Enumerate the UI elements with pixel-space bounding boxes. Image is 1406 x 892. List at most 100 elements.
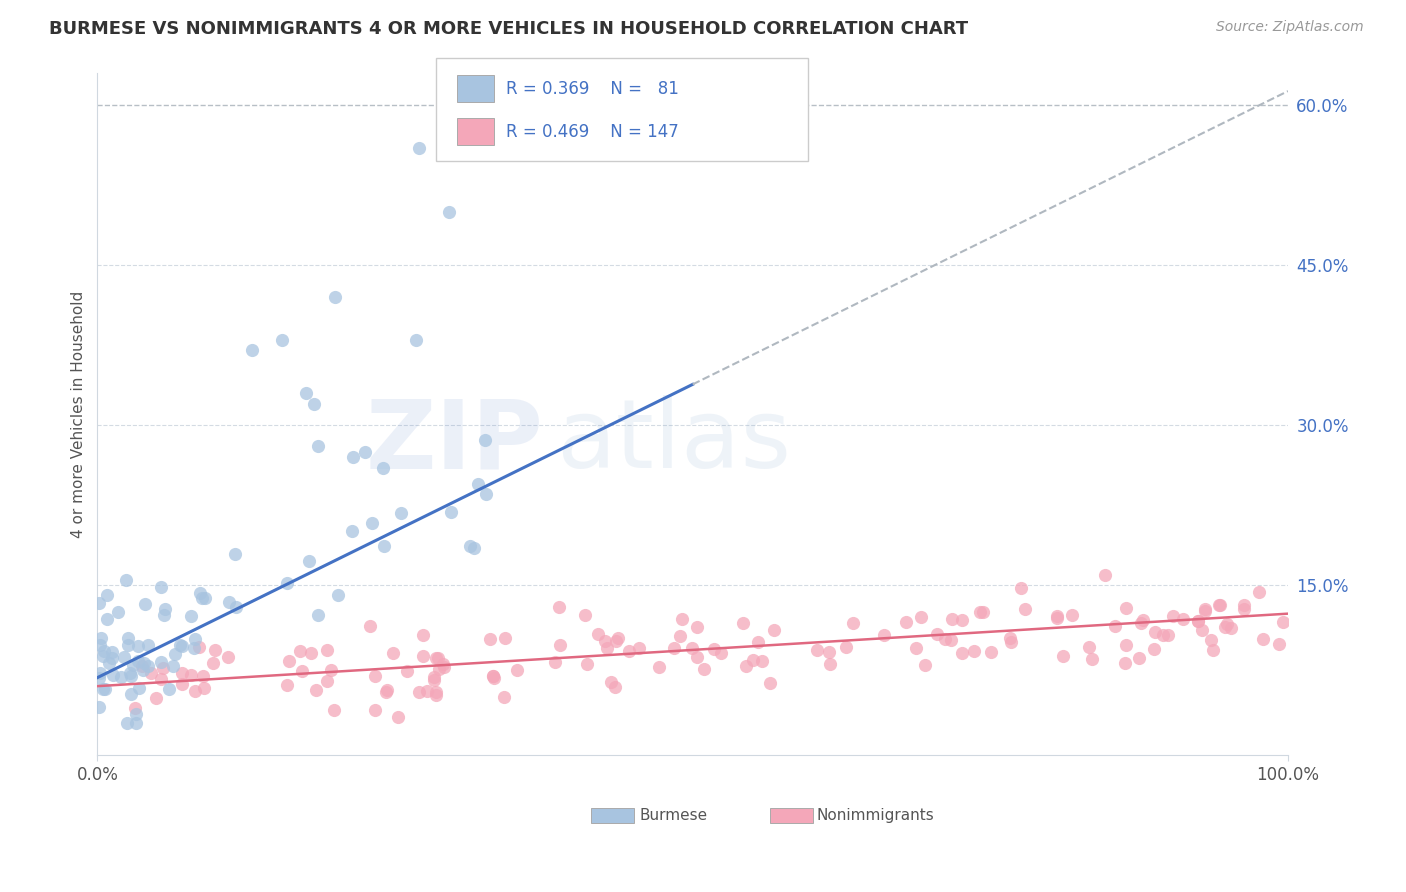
- Point: [681, 640, 703, 655]
- Point: [114, 573, 136, 587]
- Point: [150, 581, 173, 595]
- Point: [112, 649, 135, 664]
- Point: [373, 539, 395, 553]
- Point: [575, 657, 598, 672]
- Point: [910, 610, 932, 624]
- Point: [326, 588, 349, 602]
- Point: [125, 716, 148, 731]
- Point: [132, 657, 155, 671]
- Point: [1062, 607, 1084, 622]
- Point: [127, 639, 149, 653]
- Point: [1152, 628, 1174, 642]
- Point: [818, 657, 841, 671]
- Point: [323, 703, 346, 717]
- Point: [432, 657, 454, 671]
- Point: [184, 684, 207, 698]
- Point: [458, 539, 481, 553]
- Text: Burmese: Burmese: [640, 808, 707, 823]
- Point: [478, 632, 501, 646]
- Point: [110, 669, 132, 683]
- Point: [117, 632, 139, 646]
- Point: [183, 640, 205, 655]
- Point: [180, 609, 202, 624]
- Point: [475, 487, 498, 501]
- Point: [191, 668, 214, 682]
- Point: [735, 659, 758, 673]
- Point: [1052, 648, 1074, 663]
- Point: [474, 434, 496, 448]
- Point: [1115, 638, 1137, 652]
- Point: [91, 648, 114, 663]
- Point: [162, 658, 184, 673]
- Point: [1187, 614, 1209, 628]
- Point: [669, 629, 692, 643]
- Point: [818, 645, 841, 659]
- Point: [191, 591, 214, 606]
- Text: Nonimmigrants: Nonimmigrants: [817, 808, 934, 823]
- Point: [354, 444, 377, 458]
- Point: [628, 641, 651, 656]
- Point: [276, 678, 298, 692]
- Point: [733, 615, 755, 630]
- Point: [1191, 623, 1213, 637]
- Point: [134, 598, 156, 612]
- Point: [904, 641, 927, 656]
- Point: [1014, 602, 1036, 616]
- Point: [342, 524, 364, 539]
- Point: [1130, 615, 1153, 630]
- Text: BURMESE VS NONIMMIGRANTS 4 OR MORE VEHICLES IN HOUSEHOLD CORRELATION CHART: BURMESE VS NONIMMIGRANTS 4 OR MORE VEHIC…: [49, 20, 969, 37]
- Point: [278, 653, 301, 667]
- Point: [136, 638, 159, 652]
- Point: [100, 645, 122, 659]
- Point: [202, 657, 225, 671]
- Point: [482, 669, 505, 683]
- Point: [896, 615, 918, 629]
- Point: [972, 605, 994, 619]
- Point: [131, 663, 153, 677]
- Point: [127, 654, 149, 668]
- Text: Source: ZipAtlas.com: Source: ZipAtlas.com: [1216, 20, 1364, 34]
- Point: [494, 631, 516, 645]
- Point: [316, 643, 339, 657]
- Point: [422, 670, 444, 684]
- Point: [204, 642, 226, 657]
- Point: [89, 666, 111, 681]
- Point: [145, 691, 167, 706]
- Point: [128, 681, 150, 695]
- Point: [115, 716, 138, 731]
- Point: [806, 642, 828, 657]
- Point: [315, 673, 337, 688]
- Point: [89, 638, 111, 652]
- Point: [1000, 635, 1022, 649]
- Point: [1078, 640, 1101, 654]
- Point: [375, 682, 398, 697]
- Point: [1010, 581, 1032, 595]
- Point: [359, 619, 381, 633]
- Point: [87, 671, 110, 685]
- Point: [136, 659, 159, 673]
- Point: [107, 605, 129, 619]
- Point: [742, 652, 765, 666]
- Point: [125, 706, 148, 721]
- Point: [547, 599, 569, 614]
- Point: [224, 547, 246, 561]
- Point: [361, 516, 384, 530]
- Point: [586, 626, 609, 640]
- Point: [89, 700, 111, 714]
- Point: [873, 628, 896, 642]
- Point: [939, 633, 962, 648]
- Point: [492, 690, 515, 705]
- Point: [1104, 619, 1126, 633]
- Point: [505, 663, 527, 677]
- Point: [600, 675, 623, 690]
- Point: [188, 586, 211, 600]
- Point: [606, 631, 628, 645]
- Point: [408, 685, 430, 699]
- Point: [149, 672, 172, 686]
- Point: [96, 588, 118, 602]
- Point: [364, 669, 387, 683]
- Point: [574, 607, 596, 622]
- Point: [747, 635, 769, 649]
- Point: [425, 651, 447, 665]
- Point: [302, 396, 325, 410]
